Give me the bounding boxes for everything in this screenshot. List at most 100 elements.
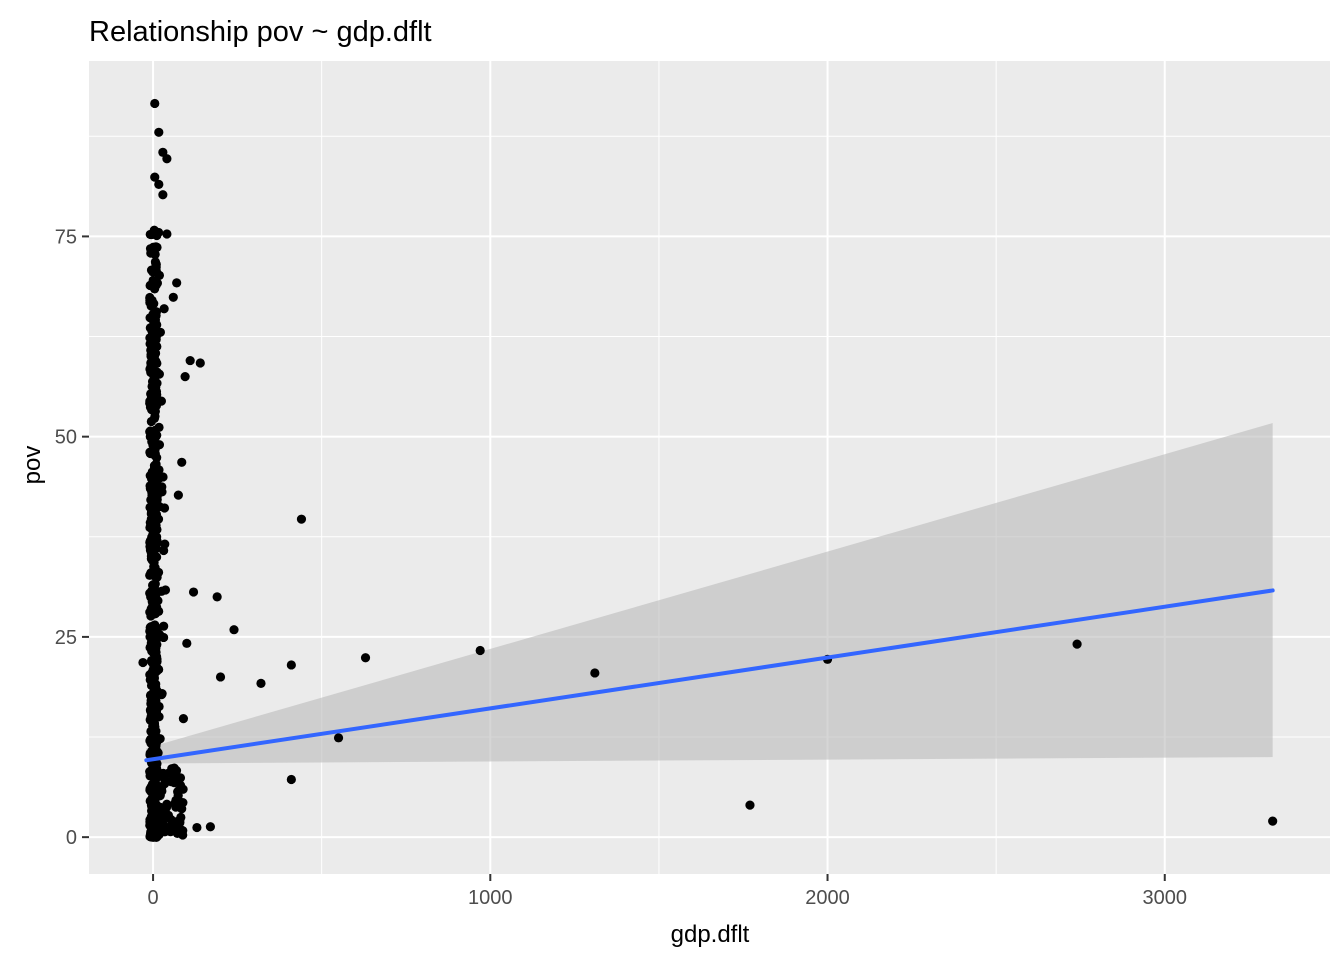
chart-title: Relationship pov ~ gdp.dflt xyxy=(89,16,432,48)
x-tick-label: 0 xyxy=(148,887,159,909)
data-point xyxy=(162,229,172,239)
data-point xyxy=(145,767,155,777)
data-point xyxy=(173,787,183,797)
data-point xyxy=(185,355,195,366)
data-point xyxy=(590,668,600,678)
data-point xyxy=(147,555,157,565)
data-point xyxy=(146,674,156,684)
data-point xyxy=(159,773,169,783)
data-point xyxy=(159,304,169,314)
data-point xyxy=(1072,639,1082,649)
x-tick-label: 3000 xyxy=(1143,887,1188,909)
data-point xyxy=(158,472,168,482)
confidence-ribbon-layer xyxy=(146,423,1273,764)
data-point xyxy=(177,457,187,467)
data-point xyxy=(149,373,159,383)
data-point xyxy=(146,416,156,427)
data-point xyxy=(150,534,160,544)
data-point xyxy=(172,278,182,288)
data-point xyxy=(212,592,222,602)
data-point xyxy=(147,295,157,306)
data-point xyxy=(150,609,160,619)
data-point xyxy=(159,632,169,643)
y-axis-label: pov xyxy=(19,446,46,485)
data-point xyxy=(157,688,167,699)
data-point xyxy=(150,172,160,182)
data-point xyxy=(151,541,161,551)
data-point xyxy=(147,823,157,833)
data-point xyxy=(148,580,158,590)
data-point xyxy=(195,358,205,368)
data-point xyxy=(152,766,162,776)
y-tick-label: 0 xyxy=(66,827,77,849)
data-point xyxy=(145,432,155,442)
data-point xyxy=(149,708,159,719)
data-point xyxy=(180,371,190,382)
data-point xyxy=(152,341,162,352)
data-point xyxy=(175,817,185,828)
data-point xyxy=(173,490,183,500)
data-point xyxy=(152,572,162,582)
data-point xyxy=(160,822,171,832)
data-point xyxy=(147,596,157,607)
data-point xyxy=(256,678,266,688)
data-point xyxy=(138,657,148,668)
data-point xyxy=(158,190,168,200)
data-point xyxy=(147,490,157,500)
data-point xyxy=(151,509,162,519)
data-point xyxy=(154,127,164,137)
data-point xyxy=(169,799,180,809)
data-point xyxy=(178,714,189,724)
x-tick-label: 1000 xyxy=(468,887,513,909)
y-tick-label: 25 xyxy=(55,627,77,649)
data-point xyxy=(146,521,156,531)
data-point xyxy=(154,701,164,712)
x-axis-label: gdp.dflt xyxy=(671,921,750,948)
data-point xyxy=(151,401,162,411)
data-point xyxy=(150,98,160,109)
data-point xyxy=(296,514,307,524)
data-point xyxy=(152,242,162,252)
data-point xyxy=(145,470,155,481)
data-point xyxy=(146,389,156,399)
data-point xyxy=(188,587,199,597)
data-point xyxy=(149,278,159,288)
fit-line-layer xyxy=(144,588,1275,763)
data-point xyxy=(286,660,296,670)
data-point xyxy=(160,539,170,549)
data-point xyxy=(169,771,179,781)
data-point xyxy=(150,448,160,459)
x-axis: 0 1000 2000 3000 xyxy=(148,874,1187,909)
data-point xyxy=(182,638,192,648)
data-point xyxy=(475,645,485,656)
data-point xyxy=(150,327,160,337)
confidence-ribbon xyxy=(146,423,1273,764)
data-point xyxy=(149,731,159,741)
data-point xyxy=(145,364,155,374)
data-point xyxy=(146,229,156,240)
x-tick-label: 2000 xyxy=(805,887,850,909)
data-point xyxy=(162,154,172,164)
data-point xyxy=(149,660,159,670)
data-point xyxy=(147,747,157,757)
data-point xyxy=(150,480,160,491)
data-point xyxy=(215,672,226,682)
data-point xyxy=(192,822,202,833)
data-points xyxy=(138,98,1278,842)
data-point xyxy=(150,439,160,449)
y-tick-label: 75 xyxy=(55,226,77,248)
data-point xyxy=(745,800,755,810)
data-point xyxy=(146,265,157,275)
data-point xyxy=(160,585,171,595)
data-point xyxy=(157,786,167,796)
data-point xyxy=(146,313,156,323)
y-axis: 0 25 50 75 xyxy=(55,226,89,849)
data-point xyxy=(154,179,164,189)
data-point xyxy=(155,802,165,812)
data-point xyxy=(163,810,173,820)
data-point xyxy=(168,292,178,302)
data-point xyxy=(229,625,239,635)
data-point xyxy=(151,459,161,469)
data-point xyxy=(146,690,156,700)
